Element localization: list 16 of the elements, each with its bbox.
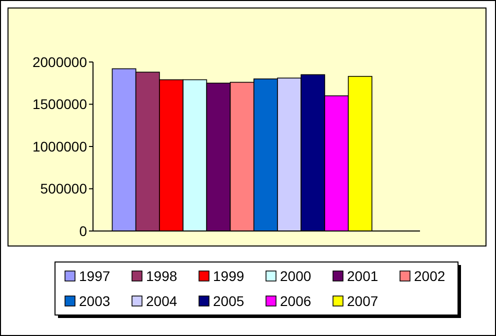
legend-label: 2006 [280, 292, 312, 309]
legend-label: 1997 [79, 268, 110, 284]
y-tick-label: 1500000 [32, 96, 88, 112]
y-tick-label: 1000000 [32, 138, 88, 154]
y-tick-label: 500000 [40, 180, 88, 197]
legend-label: 1999 [213, 268, 244, 284]
y-tick-label: 2000000 [32, 54, 88, 70]
legend-label: 2005 [213, 292, 244, 309]
legend-label: 2000 [280, 268, 312, 284]
legend-label: 2002 [414, 268, 446, 284]
legend-label: 1998 [146, 268, 178, 284]
legend-label: 2003 [79, 292, 110, 309]
legend-label: 2001 [347, 268, 378, 284]
y-tick-label: 0 [79, 222, 88, 239]
legend-label: 2007 [347, 292, 378, 309]
legend-label: 2004 [146, 292, 178, 309]
